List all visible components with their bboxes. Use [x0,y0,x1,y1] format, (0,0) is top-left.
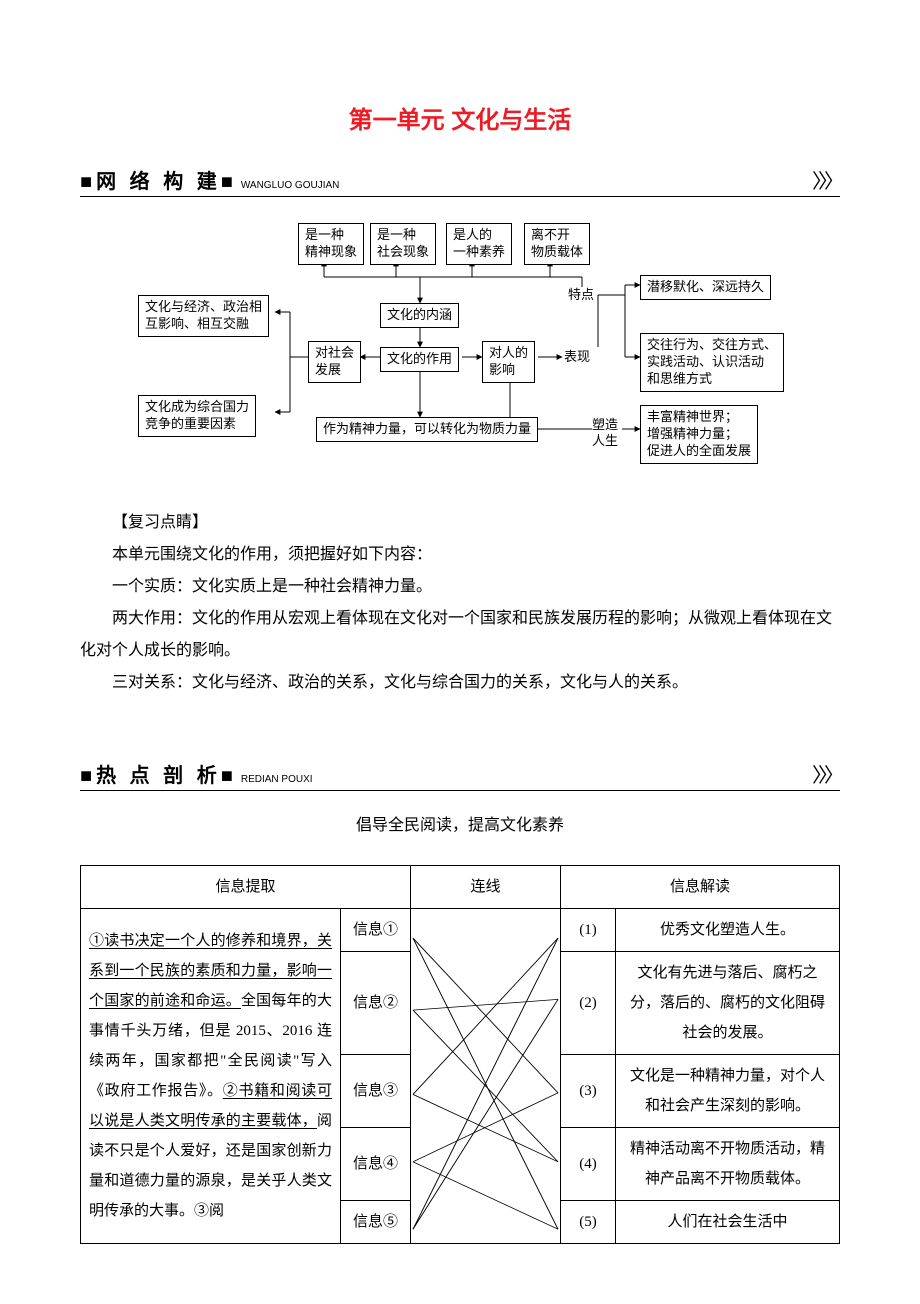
info-cell: 信息④ [341,1128,411,1201]
matching-table: 信息提取 连线 信息解读 ①读书决定一个人的修养和境界，关系到一个民族的素质和力… [80,865,840,1244]
num-cell: (4) [561,1128,616,1201]
interp-cell: 文化有先进与落后、腐朽之分，落后的、腐朽的文化阻碍社会的发展。 [616,952,840,1055]
review-heading: 【复习点睛】 [80,507,840,539]
hotspot-subtitle: 倡导全民阅读，提高文化素养 [80,811,840,835]
diagram-box: 文化的内涵 [380,303,459,328]
extract-cell: ①读书决定一个人的修养和境界，关系到一个民族的素质和力量，影响一个国家的前途和命… [81,909,341,1244]
section-zh: ■热 点 剖 析■ [80,759,237,788]
num-cell: (5) [561,1201,616,1244]
connection-cell [411,909,561,1244]
info-cell: 信息⑤ [341,1201,411,1244]
review-p3: 两大作用：文化的作用从宏观上看体现在文化对一个国家和民族发展历程的影响；从微观上… [80,610,832,659]
diagram-box: 潜移默化、深远持久 [640,275,771,300]
num-cell: (3) [561,1055,616,1128]
section-pinyin: REDIAN POUXI [241,774,313,785]
diagram-box: 是人的一种素养 [446,223,512,265]
diagram-box: 交往行为、交往方式、实践活动、认识活动和思维方式 [640,333,784,392]
diagram-label: 塑造人生 [592,417,618,448]
section-zh: ■网 络 构 建■ [80,165,237,194]
diagram-box: 作为精神力量，可以转化为物质力量 [316,417,538,442]
diagram-box: 是一种精神现象 [298,223,364,265]
diagram-box: 对社会发展 [308,341,361,383]
interp-cell: 精神活动离不开物质活动，精神产品离不开物质载体。 [616,1128,840,1201]
th-interp: 信息解读 [561,866,840,909]
review-para: 本单元围绕文化的作用，须把握好如下内容： [80,539,840,571]
num-cell: (2) [561,952,616,1055]
interp-cell: 人们在社会生活中 [616,1201,840,1244]
section-arrows: 〉〉〉 [812,759,840,788]
review-para: 两大作用：文化的作用从宏观上看体现在文化对一个国家和民族发展历程的影响；从微观上… [80,603,840,667]
review-para: 三对关系：文化与经济、政治的关系，文化与综合国力的关系，文化与人的关系。 [80,667,840,699]
diagram-box: 文化成为综合国力竞争的重要因素 [138,395,256,437]
info-cell: 信息① [341,909,411,952]
diagram-box: 离不开物质载体 [524,223,590,265]
page-title: 第一单元 文化与生活 [80,100,840,135]
num-cell: (1) [561,909,616,952]
diagram-label: 表现 [564,349,590,365]
diagram-box: 对人的影响 [482,341,535,383]
diagram-label: 特点 [568,287,594,303]
section-pinyin: WANGLUO GOUJIAN [241,180,340,191]
review-para: 一个实质：文化实质上是一种社会精神力量。 [80,571,840,603]
info-cell: 信息② [341,952,411,1055]
diagram-box: 是一种社会现象 [370,223,436,265]
info-cell: 信息③ [341,1055,411,1128]
th-extract: 信息提取 [81,866,411,909]
section-header-hotspot: ■热 点 剖 析■ REDIAN POUXI 〉〉〉 [80,759,840,791]
section-arrows: 〉〉〉 [812,165,840,194]
diagram-box: 文化的作用 [380,347,459,372]
th-conn: 连线 [411,866,561,909]
table-header-row: 信息提取 连线 信息解读 [81,866,840,909]
concept-diagram: 是一种精神现象 是一种社会现象 是人的一种素养 离不开物质载体 文化与经济、政治… [80,217,840,477]
interp-cell: 文化是一种精神力量，对个人和社会产生深刻的影响。 [616,1055,840,1128]
table-row: ①读书决定一个人的修养和境界，关系到一个民族的素质和力量，影响一个国家的前途和命… [81,909,840,952]
section-header-network: ■网 络 构 建■ WANGLUO GOUJIAN 〉〉〉 [80,165,840,197]
diagram-box: 文化与经济、政治相互影响、相互交融 [138,295,269,337]
diagram-box: 丰富精神世界；增强精神力量；促进人的全面发展 [640,405,758,464]
interp-cell: 优秀文化塑造人生。 [616,909,840,952]
